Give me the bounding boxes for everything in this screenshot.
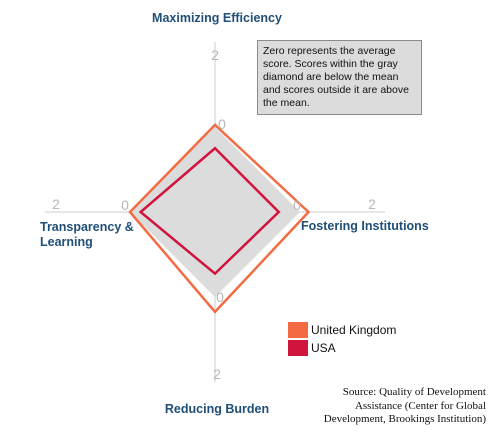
legend: United Kingdom USA	[288, 322, 396, 358]
tick-top-0: 0	[218, 116, 226, 132]
axis-title-transparency-learning: Transparency & Learning	[40, 220, 134, 249]
tick-left-2: 2	[52, 196, 60, 212]
legend-item-usa: USA	[288, 340, 396, 356]
legend-label-usa: USA	[311, 341, 336, 355]
legend-label-united-kingdom: United Kingdom	[311, 323, 397, 337]
chart-note: Zero represents the average score. Score…	[257, 40, 422, 115]
legend-swatch-usa	[288, 340, 308, 356]
axis-title-fostering-institutions: Fostering Institutions	[301, 219, 429, 233]
legend-item-united-kingdom: United Kingdom	[288, 322, 396, 338]
axis-title-reducing-burden: Reducing Burden	[165, 402, 269, 416]
tick-bottom-2: 2	[213, 366, 221, 382]
mean-diamond	[130, 127, 300, 297]
tick-left-0: 0	[121, 197, 129, 213]
series-usa	[138, 146, 281, 276]
tick-bottom-0: 0	[216, 289, 224, 305]
tick-top-2: 2	[211, 47, 219, 63]
tick-right-0: 0	[293, 197, 301, 213]
series-united-kingdom	[128, 123, 311, 314]
axis-title-maximizing-efficiency: Maximizing Efficiency	[152, 11, 282, 25]
source-note: Source: Quality of Development Assistanc…	[323, 386, 486, 425]
legend-swatch-united-kingdom	[288, 322, 308, 338]
tick-right-2: 2	[368, 196, 376, 212]
